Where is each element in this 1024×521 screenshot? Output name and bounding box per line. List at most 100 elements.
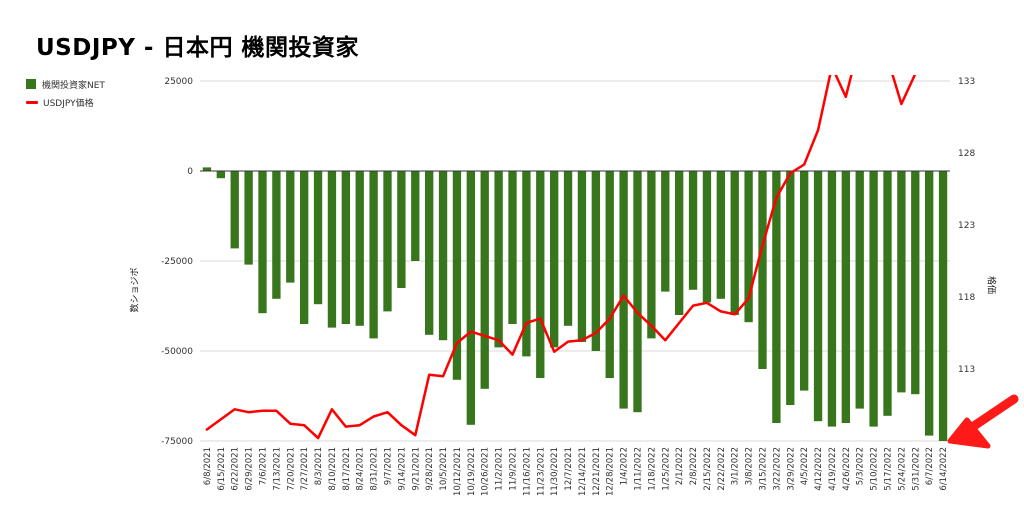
legend: 機関投資家NET USDJPY価格	[26, 75, 105, 111]
bar	[425, 171, 434, 335]
bar	[925, 171, 934, 436]
y-axis-left: 25000 0 -25000 -50000 -75000	[161, 77, 193, 447]
bar	[813, 171, 823, 422]
bar	[786, 171, 795, 405]
x-tick-label: 3/22/2022	[772, 447, 782, 491]
bar	[827, 171, 837, 427]
x-tick-label: 2/8/2022	[689, 447, 699, 485]
x-tick-label: 5/31/2022	[911, 447, 921, 491]
x-tick-label: 5/10/2022	[870, 447, 880, 491]
bar	[341, 171, 350, 324]
x-tick-label: 8/17/2021	[342, 447, 352, 491]
bar	[855, 171, 864, 409]
x-tick-label: 2/22/2022	[717, 447, 727, 491]
x-tick-label: 7/13/2021	[272, 447, 282, 491]
x-tick-label: 1/11/2022	[634, 447, 644, 491]
x-tick-label: 5/24/2022	[897, 447, 907, 491]
x-tick-label: 6/29/2021	[245, 447, 255, 491]
bar	[563, 171, 573, 326]
bar	[313, 171, 323, 305]
bar	[258, 171, 267, 314]
bar-series	[202, 167, 948, 441]
legend-item-line: USDJPY価格	[26, 93, 105, 111]
bar	[327, 171, 337, 328]
x-tick-label: 8/31/2021	[370, 447, 380, 491]
bar	[938, 171, 948, 441]
bar	[883, 171, 892, 416]
bar	[772, 171, 781, 423]
bar	[230, 171, 239, 249]
bar	[550, 171, 559, 348]
x-tick-label: 4/19/2022	[828, 447, 838, 491]
x-tick-label: 11/2/2021	[495, 447, 505, 491]
y-right-tick-label: 113	[958, 365, 975, 375]
y-right-tick-label: 123	[958, 221, 975, 231]
legend-swatch-bar	[26, 79, 36, 89]
x-tick-label: 12/28/2021	[606, 447, 616, 496]
x-tick-label: 11/9/2021	[509, 447, 519, 491]
x-tick-label: 3/15/2022	[759, 447, 769, 491]
bar	[522, 171, 531, 357]
bar	[494, 171, 503, 348]
x-tick-label: 3/1/2022	[731, 447, 741, 485]
y-right-tick-label: 128	[958, 149, 975, 159]
bar	[536, 171, 545, 378]
legend-item-bars: 機関投資家NET	[26, 75, 105, 93]
y-left-tick-label: -25000	[161, 257, 193, 267]
bar	[508, 171, 517, 324]
bar	[383, 171, 392, 312]
x-tick-label: 5/17/2022	[884, 447, 894, 491]
bar	[619, 171, 628, 409]
x-tick-label: 9/28/2021	[425, 447, 435, 491]
x-tick-label: 4/26/2022	[842, 447, 852, 491]
legend-swatch-line	[26, 100, 38, 104]
x-tick-label: 9/7/2021	[384, 447, 394, 485]
bar	[369, 171, 378, 339]
x-tick-label: 1/25/2022	[661, 447, 671, 491]
price-line	[205, 75, 917, 440]
y-axis-right: 133128123118113108	[958, 77, 975, 447]
x-tick-label: 12/14/2021	[578, 447, 588, 496]
x-tick-label: 7/6/2021	[259, 447, 269, 485]
x-tick-label: 11/16/2021	[522, 447, 532, 496]
bar	[688, 171, 698, 290]
bar	[286, 171, 295, 283]
bar	[202, 167, 212, 171]
bar	[397, 171, 406, 288]
x-tick-label: 2/1/2022	[675, 447, 685, 485]
bar	[480, 171, 489, 389]
x-tick-label: 4/5/2022	[800, 447, 810, 485]
chart-title: USDJPY - 日本円 機関投資家	[36, 35, 359, 61]
bar	[452, 171, 462, 380]
y-right-tick-label: 133	[958, 77, 975, 87]
x-tick-label: 1/18/2022	[647, 447, 657, 491]
bar	[633, 171, 642, 413]
bar	[577, 171, 587, 342]
bar	[300, 171, 309, 324]
bar	[411, 171, 420, 261]
y-left-tick-label: -75000	[161, 437, 193, 447]
x-tick-label: 6/8/2021	[203, 447, 213, 485]
y-left-tick-label: 25000	[164, 77, 193, 87]
bar	[675, 171, 684, 315]
bar	[841, 171, 850, 423]
legend-label-bars: 機関投資家NET	[42, 80, 105, 91]
x-tick-label: 3/29/2022	[786, 447, 796, 491]
x-tick-label: 9/21/2021	[411, 447, 421, 491]
x-tick-label: 10/26/2021	[481, 447, 491, 496]
bar	[758, 171, 767, 369]
x-tick-label: 11/30/2021	[550, 447, 560, 496]
x-tick-label: 2/15/2022	[703, 447, 713, 491]
x-tick-label: 6/15/2021	[217, 447, 227, 491]
bar	[244, 171, 253, 265]
x-tick-label: 4/12/2022	[814, 447, 824, 491]
x-tick-label: 7/20/2021	[286, 447, 296, 491]
bar	[438, 171, 448, 341]
bar	[355, 171, 364, 326]
bar	[702, 171, 712, 303]
x-tick-label: 6/7/2022	[925, 447, 935, 485]
x-tick-label: 10/19/2021	[467, 447, 477, 496]
bar	[744, 171, 753, 323]
x-tick-label: 10/5/2021	[439, 447, 449, 491]
